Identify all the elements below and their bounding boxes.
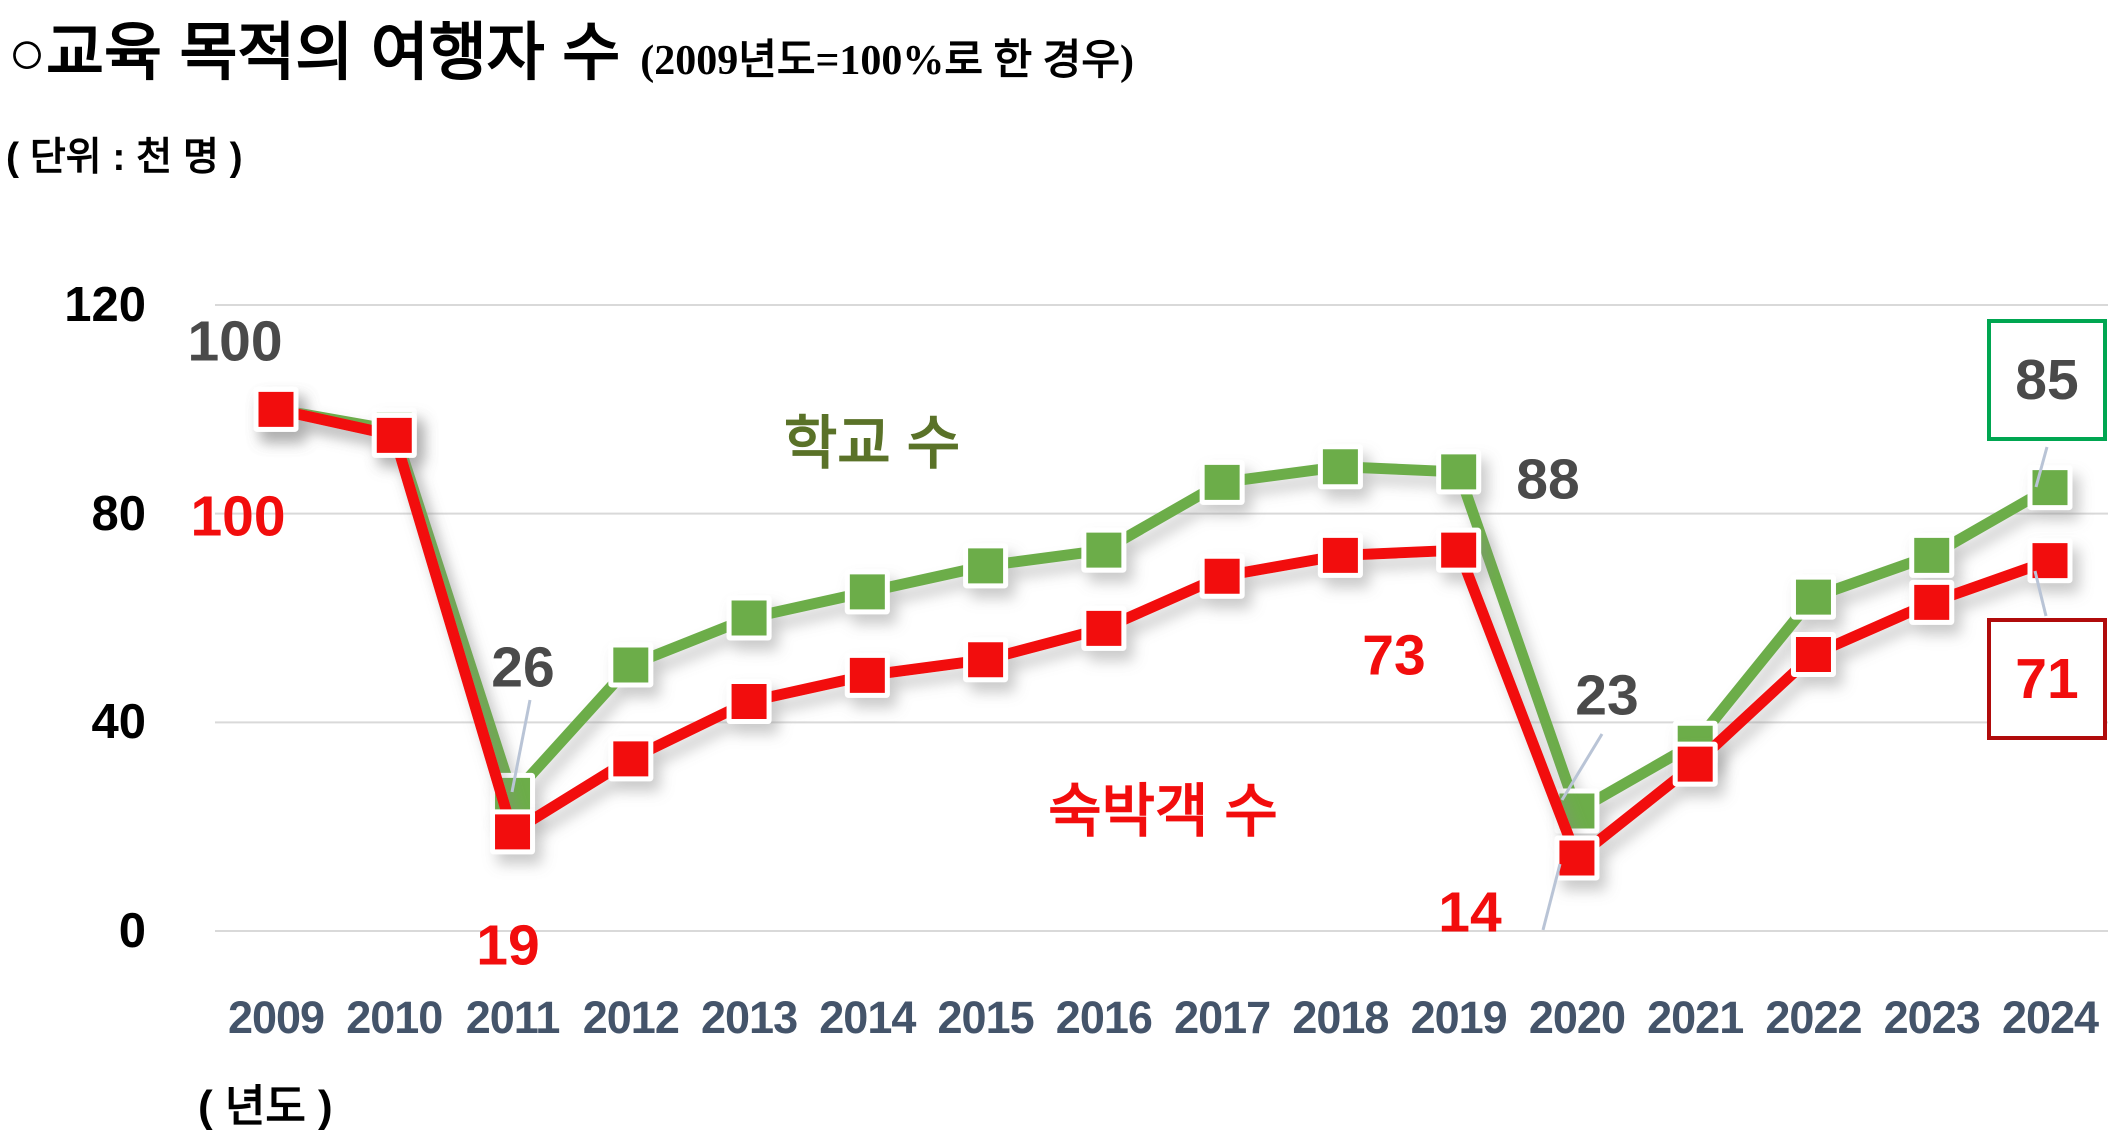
annotation-100-1: 100	[190, 484, 286, 549]
leader-line-2	[1541, 863, 1562, 931]
marker-guest-2009	[253, 386, 299, 432]
marker-guest-2021	[1672, 741, 1718, 787]
x-tick-2023: 2023	[1883, 992, 1981, 1043]
marker-guest-2016	[1081, 605, 1127, 651]
marker-guest-2020	[1554, 835, 1600, 881]
marker-guest-2019	[1436, 527, 1482, 573]
annotation-100-0: 100	[187, 309, 283, 374]
marker-school-2022	[1790, 574, 1836, 620]
leader-line-4	[2033, 570, 2048, 617]
leader-lines	[510, 446, 2049, 931]
marker-guest-2018	[1317, 532, 1363, 578]
x-tick-2014: 2014	[819, 992, 916, 1043]
annotation-23-6: 23	[1575, 663, 1639, 728]
page-title: ○교육 목적의 여행자 수	[8, 18, 621, 88]
marker-school-2023	[1909, 532, 1955, 578]
x-tick-2021: 2021	[1647, 992, 1744, 1043]
marker-school-2024	[2027, 465, 2073, 511]
marker-guest-2024	[2027, 538, 2073, 584]
series-label-학교 수: 학교 수	[783, 411, 961, 476]
unit-label: ( 단위 : 천 명 )	[6, 136, 243, 179]
x-tick-2016: 2016	[1055, 992, 1153, 1043]
x-tick-2010: 2010	[346, 992, 443, 1043]
marker-guest-2017	[1199, 553, 1245, 599]
marker-school-2017	[1199, 459, 1245, 505]
x-tick-2013: 2013	[701, 992, 798, 1043]
leader-line-3	[2034, 446, 2049, 488]
x-tick-2022: 2022	[1765, 992, 1862, 1043]
annotation-26-2: 26	[491, 635, 555, 700]
marker-guest-2011	[490, 809, 536, 855]
marker-guest-2013	[726, 678, 772, 724]
marker-guest-2015	[963, 637, 1009, 683]
x-axis-title: ( 년도 )	[198, 1082, 333, 1131]
series-label-숙박객 수: 숙박객 수	[1048, 779, 1278, 844]
leader-line-1	[1560, 733, 1604, 801]
marker-guest-2012	[608, 736, 654, 782]
series-school-line	[270, 403, 2056, 817]
x-tick-2024: 2024	[2001, 992, 2099, 1043]
annotation-85-8: 85	[1987, 319, 2107, 441]
y-tick-40: 40	[91, 695, 146, 750]
marker-guest-2023	[1909, 579, 1955, 625]
marker-school-2018	[1317, 444, 1363, 490]
annotation-71-9: 71	[1987, 618, 2107, 740]
series-guest-line	[270, 403, 2056, 864]
marker-school-2019	[1436, 449, 1482, 495]
x-tick-2009: 2009	[227, 992, 325, 1043]
annotation-88-4: 88	[1516, 447, 1580, 512]
annotation-19-3: 19	[476, 913, 540, 978]
chart-title-row: ○교육 목적의 여행자 수 (2009년도=100%로 한 경우)	[8, 2, 1134, 93]
annotation-73-5: 73	[1362, 623, 1426, 688]
y-tick-120: 120	[64, 278, 146, 332]
marker-school-2016	[1081, 527, 1127, 573]
marker-guest-2022	[1790, 632, 1836, 678]
x-tick-2017: 2017	[1174, 992, 1271, 1043]
x-tick-2020: 2020	[1528, 992, 1626, 1043]
x-tick-2011: 2011	[465, 992, 561, 1043]
page-title-suffix: (2009년도=100%로 한 경우)	[640, 38, 1134, 84]
marker-school-2015	[963, 543, 1009, 589]
marker-school-2012	[608, 642, 654, 688]
x-tick-2018: 2018	[1292, 992, 1389, 1043]
annotation-14-7: 14	[1438, 880, 1502, 945]
x-tick-2015: 2015	[937, 992, 1035, 1043]
marker-school-2013	[726, 595, 772, 641]
x-tick-2019: 2019	[1410, 992, 1508, 1043]
x-tick-2012: 2012	[582, 992, 680, 1043]
marker-guest-2010	[371, 412, 417, 458]
y-tick-80: 80	[91, 486, 146, 541]
series-guest	[253, 386, 2073, 881]
marker-guest-2014	[844, 652, 890, 698]
y-tick-0: 0	[118, 904, 146, 958]
marker-school-2014	[844, 569, 890, 615]
leader-line-0	[510, 699, 532, 793]
